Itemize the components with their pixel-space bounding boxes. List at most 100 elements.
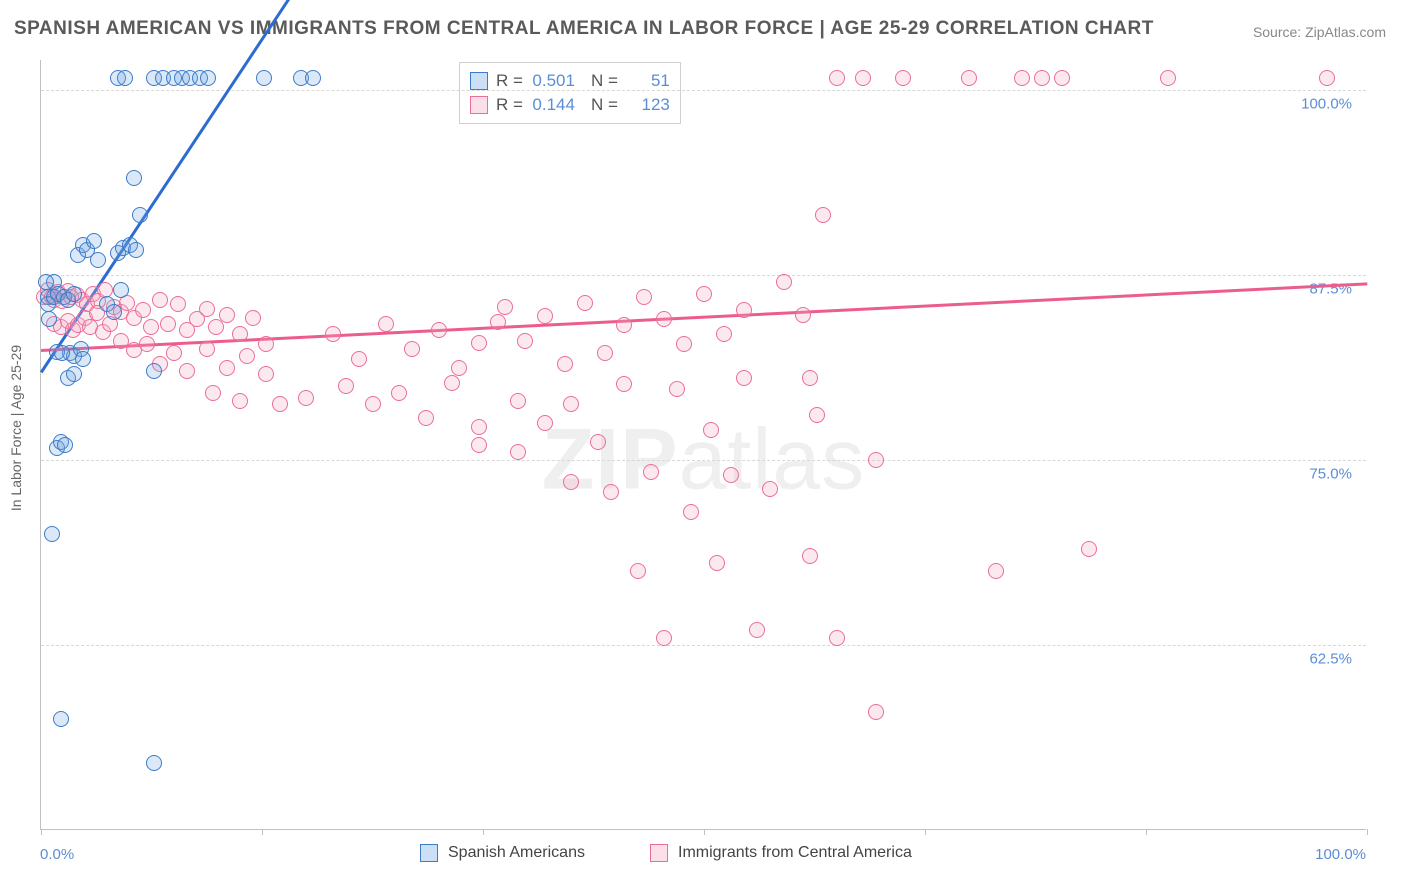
data-point: [802, 548, 818, 564]
data-point: [563, 396, 579, 412]
swatch-icon: [470, 72, 488, 90]
data-point: [219, 307, 235, 323]
data-point: [199, 301, 215, 317]
data-point: [117, 70, 133, 86]
data-point: [1081, 541, 1097, 557]
bottom-legend-s1: Spanish Americans: [420, 844, 585, 862]
data-point: [716, 326, 732, 342]
gridline: [41, 275, 1366, 276]
data-point: [656, 311, 672, 327]
data-point: [245, 310, 261, 326]
data-point: [75, 351, 91, 367]
data-point: [683, 504, 699, 520]
data-point: [152, 292, 168, 308]
data-point: [132, 207, 148, 223]
data-point: [703, 422, 719, 438]
data-point: [537, 308, 553, 324]
data-point: [166, 345, 182, 361]
data-point: [669, 381, 685, 397]
data-point: [146, 755, 162, 771]
x-tick: [925, 829, 926, 835]
data-point: [391, 385, 407, 401]
data-point: [143, 319, 159, 335]
x-axis-right-label: 100.0%: [1315, 846, 1366, 863]
data-point: [490, 314, 506, 330]
data-point: [762, 481, 778, 497]
data-point: [510, 444, 526, 460]
data-point: [795, 307, 811, 323]
data-point: [170, 296, 186, 312]
data-point: [961, 70, 977, 86]
data-point: [66, 286, 82, 302]
data-point: [616, 317, 632, 333]
data-point: [86, 233, 102, 249]
x-axis-left-label: 0.0%: [40, 846, 74, 863]
data-point: [736, 302, 752, 318]
data-point: [709, 555, 725, 571]
data-point: [895, 70, 911, 86]
data-point: [988, 563, 1004, 579]
data-point: [38, 274, 54, 290]
data-point: [200, 70, 216, 86]
data-point: [643, 464, 659, 480]
data-point: [258, 336, 274, 352]
data-point: [431, 322, 447, 338]
swatch-icon: [470, 96, 488, 114]
x-tick: [1146, 829, 1147, 835]
y-axis-label: In Labor Force | Age 25-29: [8, 345, 24, 511]
data-point: [444, 375, 460, 391]
data-point: [537, 415, 553, 431]
data-point: [128, 242, 144, 258]
y-tick-label: 100.0%: [1301, 95, 1352, 112]
data-point: [676, 336, 692, 352]
source-label: Source: ZipAtlas.com: [1253, 24, 1386, 40]
data-point: [1054, 70, 1070, 86]
data-point: [139, 336, 155, 352]
data-point: [418, 410, 434, 426]
x-tick: [1367, 829, 1368, 835]
data-point: [160, 316, 176, 332]
data-point: [126, 170, 142, 186]
data-point: [199, 341, 215, 357]
data-point: [219, 360, 235, 376]
chart-title: SPANISH AMERICAN VS IMMIGRANTS FROM CENT…: [14, 18, 1154, 40]
r-value: 0.144: [531, 95, 575, 115]
data-point: [66, 366, 82, 382]
data-point: [113, 282, 129, 298]
data-point: [517, 333, 533, 349]
data-point: [1319, 70, 1335, 86]
data-point: [829, 70, 845, 86]
data-point: [829, 630, 845, 646]
data-point: [365, 396, 381, 412]
swatch-icon: [650, 844, 668, 862]
data-point: [239, 348, 255, 364]
data-point: [451, 360, 467, 376]
data-point: [630, 563, 646, 579]
data-point: [54, 345, 70, 361]
gridline: [41, 460, 1366, 461]
data-point: [258, 366, 274, 382]
legend-s2-label: Immigrants from Central America: [678, 844, 912, 862]
x-tick: [483, 829, 484, 835]
data-point: [471, 335, 487, 351]
swatch-icon: [420, 844, 438, 862]
data-point: [656, 630, 672, 646]
gridline: [41, 90, 1366, 91]
data-point: [179, 363, 195, 379]
data-point: [597, 345, 613, 361]
data-point: [338, 378, 354, 394]
data-point: [305, 70, 321, 86]
data-point: [106, 304, 122, 320]
data-point: [557, 356, 573, 372]
data-point: [696, 286, 712, 302]
n-value: 51: [626, 71, 670, 91]
n-label: N =: [591, 71, 618, 91]
data-point: [57, 437, 73, 453]
data-point: [736, 370, 752, 386]
r-value: 0.501: [531, 71, 575, 91]
data-point: [97, 282, 113, 298]
n-label: N =: [591, 95, 618, 115]
data-point: [298, 390, 314, 406]
legend-s1-label: Spanish Americans: [448, 844, 585, 862]
data-point: [577, 295, 593, 311]
